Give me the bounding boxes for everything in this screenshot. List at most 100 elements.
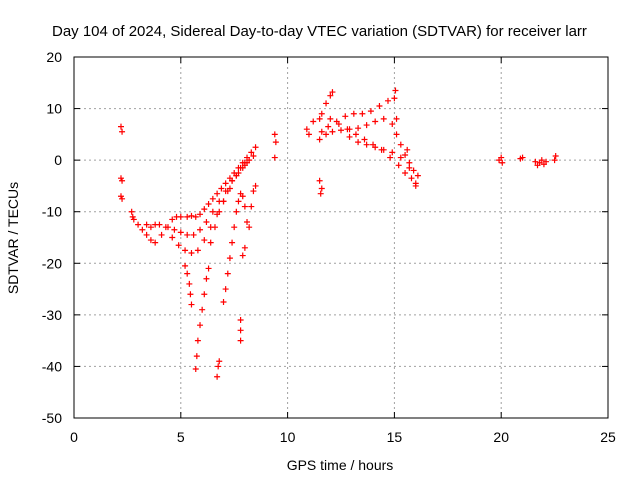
data-point-marker bbox=[519, 154, 526, 161]
data-point-marker bbox=[316, 115, 323, 122]
data-point-marker bbox=[392, 87, 399, 94]
data-point-marker bbox=[119, 195, 126, 202]
data-point-marker bbox=[201, 237, 208, 244]
data-point-marker bbox=[380, 115, 387, 122]
data-point-marker bbox=[363, 122, 370, 129]
data-point-marker bbox=[252, 144, 259, 151]
data-point-marker bbox=[184, 270, 191, 277]
data-point-marker bbox=[237, 337, 244, 344]
data-point-marker bbox=[192, 366, 199, 373]
data-point-marker bbox=[186, 280, 193, 287]
data-point-marker bbox=[372, 144, 379, 151]
data-point-marker bbox=[408, 175, 415, 182]
data-point-marker bbox=[214, 190, 221, 197]
data-point-marker bbox=[393, 131, 400, 138]
data-point-marker bbox=[346, 133, 353, 140]
y-tick-label: -20 bbox=[42, 255, 62, 271]
data-point-marker bbox=[395, 162, 402, 169]
data-point-marker bbox=[143, 231, 150, 238]
data-point-marker bbox=[327, 115, 334, 122]
data-point-marker bbox=[387, 154, 394, 161]
data-point-marker bbox=[310, 118, 317, 125]
data-point-marker bbox=[169, 234, 176, 241]
data-point-marker bbox=[359, 110, 366, 117]
data-point-marker bbox=[214, 373, 221, 380]
data-point-marker bbox=[397, 154, 404, 161]
data-point-marker bbox=[197, 322, 204, 329]
data-point-marker bbox=[355, 139, 362, 146]
data-point-marker bbox=[128, 208, 135, 215]
data-point-marker bbox=[246, 224, 253, 231]
data-point-marker bbox=[410, 167, 417, 174]
data-point-marker bbox=[355, 125, 362, 132]
x-axis-label: GPS time / hours bbox=[287, 457, 394, 473]
data-point-marker bbox=[239, 252, 246, 259]
data-point-marker bbox=[158, 231, 165, 238]
data-point-marker bbox=[532, 158, 539, 165]
data-point-marker bbox=[205, 200, 212, 207]
data-point-marker bbox=[216, 358, 223, 365]
data-point-marker bbox=[201, 206, 208, 213]
data-point-marker bbox=[182, 262, 189, 269]
x-tick-label: 5 bbox=[177, 429, 185, 445]
data-point-marker bbox=[171, 226, 178, 233]
data-point-marker bbox=[414, 172, 421, 179]
data-point-marker bbox=[239, 193, 246, 200]
data-point-marker bbox=[237, 327, 244, 334]
data-point-marker bbox=[406, 159, 413, 166]
plot-frame bbox=[73, 56, 609, 419]
data-point-marker bbox=[184, 231, 191, 238]
x-tick-label: 0 bbox=[70, 429, 78, 445]
data-point-marker bbox=[237, 317, 244, 324]
data-point-marker bbox=[380, 146, 387, 153]
data-point-marker bbox=[317, 190, 324, 197]
data-point-marker bbox=[344, 126, 351, 133]
data-point-marker bbox=[139, 226, 146, 233]
data-point-marker bbox=[203, 219, 210, 226]
data-point-marker bbox=[241, 159, 248, 166]
data-point-marker bbox=[271, 131, 278, 138]
data-point-marker bbox=[119, 128, 126, 135]
data-point-marker bbox=[543, 158, 550, 165]
data-point-marker bbox=[252, 182, 259, 189]
data-point-marker bbox=[318, 110, 325, 117]
data-point-marker bbox=[229, 177, 236, 184]
data-point-marker bbox=[352, 131, 359, 138]
data-point-marker bbox=[552, 153, 559, 160]
data-point-marker bbox=[194, 337, 201, 344]
data-point-marker bbox=[229, 239, 236, 246]
data-point-marker bbox=[376, 102, 383, 109]
x-tick-label: 10 bbox=[280, 429, 296, 445]
y-tick-label: -40 bbox=[42, 358, 62, 374]
data-point-marker bbox=[305, 131, 312, 138]
data-point-marker bbox=[197, 226, 204, 233]
data-point-marker bbox=[367, 108, 374, 115]
data-point-marker bbox=[231, 224, 238, 231]
data-point-marker bbox=[329, 89, 336, 96]
y-tick-label: 20 bbox=[46, 49, 62, 65]
data-point-marker bbox=[117, 123, 124, 130]
data-point-marker bbox=[222, 286, 229, 293]
data-point-marker bbox=[177, 213, 184, 220]
data-point-marker bbox=[323, 131, 330, 138]
data-point-marker bbox=[271, 154, 278, 161]
data-point-marker bbox=[412, 182, 419, 189]
data-point-marker bbox=[393, 115, 400, 122]
y-tick-label: 10 bbox=[46, 101, 62, 117]
data-point-marker bbox=[325, 123, 332, 130]
data-point-marker bbox=[248, 203, 255, 210]
data-point-marker bbox=[241, 203, 248, 210]
data-point-marker bbox=[188, 301, 195, 308]
data-point-marker bbox=[192, 213, 199, 220]
data-point-marker bbox=[224, 270, 231, 277]
data-point-marker bbox=[318, 128, 325, 135]
data-point-marker bbox=[241, 244, 248, 251]
data-point-marker bbox=[316, 136, 323, 143]
data-point-marker bbox=[384, 97, 391, 104]
data-point-marker bbox=[250, 188, 257, 195]
data-markers bbox=[117, 87, 559, 380]
data-point-marker bbox=[224, 188, 231, 195]
data-point-marker bbox=[182, 247, 189, 254]
data-point-marker bbox=[389, 149, 396, 156]
data-point-marker bbox=[402, 170, 409, 177]
